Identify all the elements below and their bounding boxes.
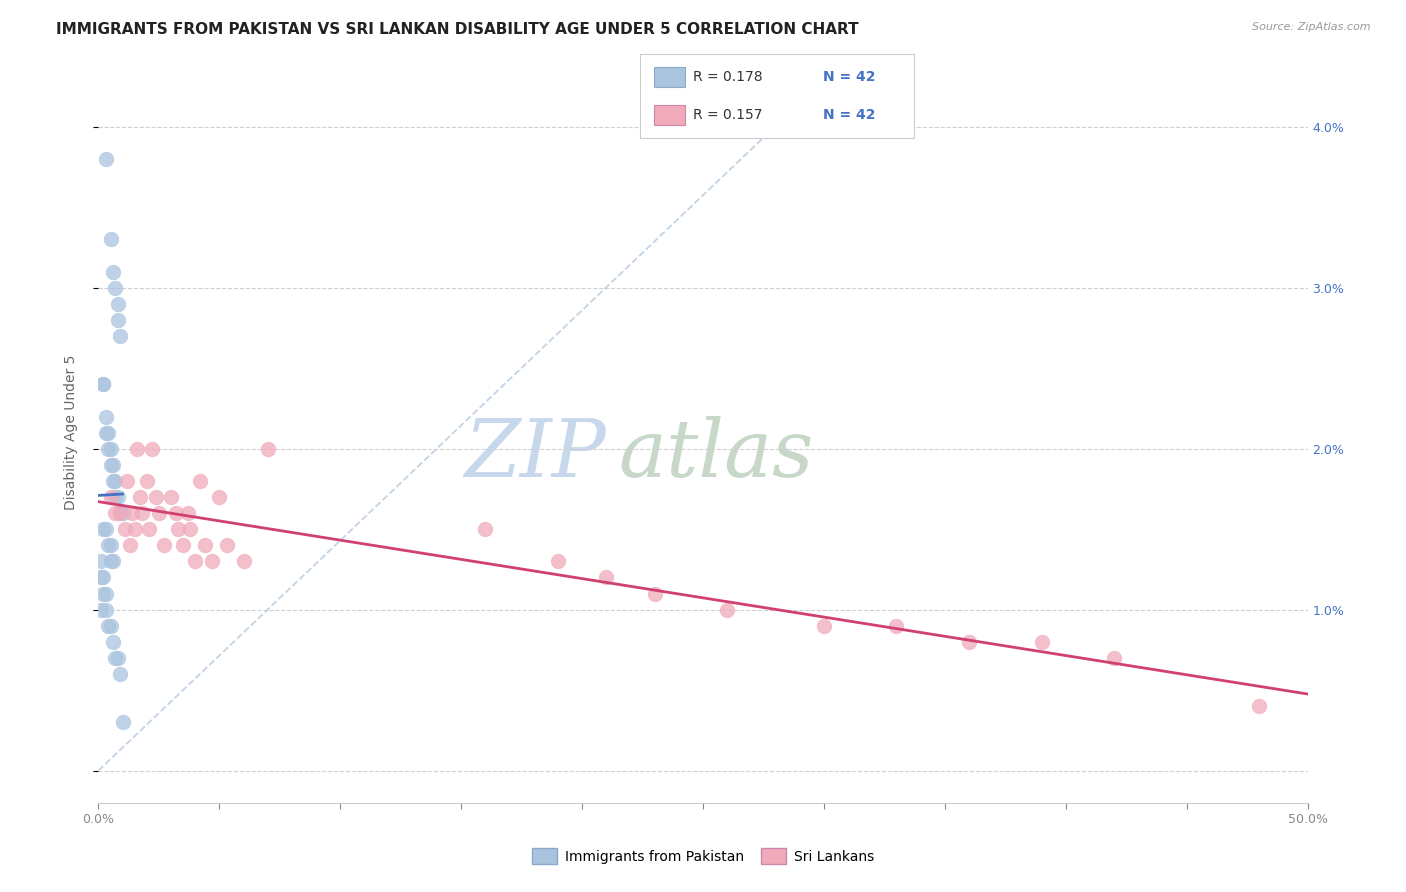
Y-axis label: Disability Age Under 5: Disability Age Under 5 <box>63 355 77 510</box>
Point <box>232 554 254 568</box>
Point <box>1031 635 1053 649</box>
Point <box>97 538 120 552</box>
Point <box>813 619 835 633</box>
Point <box>97 442 120 456</box>
Point <box>145 490 167 504</box>
Point <box>184 554 207 568</box>
Point <box>160 490 183 504</box>
Text: N = 42: N = 42 <box>823 70 875 84</box>
Text: Source: ZipAtlas.com: Source: ZipAtlas.com <box>1253 22 1371 32</box>
Point <box>179 522 201 536</box>
Point <box>101 265 124 279</box>
Point <box>124 522 146 536</box>
Point <box>138 522 160 536</box>
Point <box>128 490 150 504</box>
Point <box>644 586 666 600</box>
Text: R = 0.157: R = 0.157 <box>693 108 762 122</box>
Point <box>957 635 980 649</box>
Point <box>94 586 117 600</box>
Point <box>97 619 120 633</box>
Point <box>172 538 194 552</box>
Point <box>167 522 190 536</box>
Point <box>91 570 114 584</box>
Point <box>595 570 617 584</box>
Text: R = 0.178: R = 0.178 <box>693 70 763 84</box>
Point <box>91 522 114 536</box>
Text: IMMIGRANTS FROM PAKISTAN VS SRI LANKAN DISABILITY AGE UNDER 5 CORRELATION CHART: IMMIGRANTS FROM PAKISTAN VS SRI LANKAN D… <box>56 22 859 37</box>
Point <box>152 538 174 552</box>
Point <box>101 635 124 649</box>
Point <box>91 377 114 392</box>
Point <box>107 490 129 504</box>
Point <box>107 297 129 311</box>
Point <box>91 586 114 600</box>
Point <box>108 329 131 343</box>
Point <box>94 152 117 166</box>
Point <box>100 619 122 633</box>
Point <box>104 651 127 665</box>
Point <box>148 506 170 520</box>
Point <box>90 602 112 616</box>
Point <box>94 425 117 440</box>
Point <box>127 442 149 456</box>
Point <box>100 458 122 472</box>
Point <box>94 409 117 424</box>
Point <box>104 490 127 504</box>
Point <box>100 442 122 456</box>
Point <box>108 667 131 681</box>
Text: atlas: atlas <box>619 416 814 493</box>
Point <box>114 522 136 536</box>
Point <box>111 715 134 730</box>
Point <box>104 281 127 295</box>
Point <box>256 442 278 456</box>
Point <box>94 602 117 616</box>
Point <box>1102 651 1125 665</box>
Point <box>101 554 124 568</box>
Point <box>111 506 134 520</box>
Point <box>201 554 224 568</box>
Point <box>141 442 163 456</box>
Point <box>547 554 569 568</box>
Point <box>188 474 211 488</box>
Point <box>121 506 143 520</box>
Point <box>165 506 187 520</box>
Point <box>104 506 127 520</box>
Legend: Immigrants from Pakistan, Sri Lankans: Immigrants from Pakistan, Sri Lankans <box>526 843 880 870</box>
Point <box>94 522 117 536</box>
Point <box>100 538 122 552</box>
Point <box>208 490 231 504</box>
Text: ZIP: ZIP <box>464 416 606 493</box>
Point <box>107 313 129 327</box>
Point <box>135 474 157 488</box>
Point <box>131 506 153 520</box>
Point <box>90 570 112 584</box>
Text: N = 42: N = 42 <box>823 108 875 122</box>
Point <box>100 554 122 568</box>
Point <box>886 619 908 633</box>
Point <box>90 554 112 568</box>
Point <box>1249 699 1271 714</box>
Point <box>108 506 131 520</box>
Point <box>194 538 217 552</box>
Point <box>97 425 120 440</box>
Point <box>91 377 114 392</box>
Point <box>104 474 127 488</box>
Point <box>107 651 129 665</box>
Point <box>177 506 200 520</box>
Point <box>101 474 124 488</box>
Point <box>117 474 139 488</box>
Point <box>100 490 122 504</box>
Point <box>716 602 738 616</box>
Point <box>101 458 124 472</box>
Point <box>100 232 122 246</box>
Point <box>118 538 141 552</box>
Point <box>108 506 131 520</box>
Point <box>474 522 496 536</box>
Point <box>215 538 238 552</box>
